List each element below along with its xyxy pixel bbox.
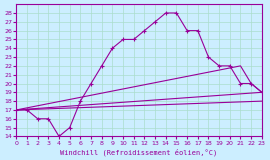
- X-axis label: Windchill (Refroidissement éolien,°C): Windchill (Refroidissement éolien,°C): [60, 148, 218, 156]
